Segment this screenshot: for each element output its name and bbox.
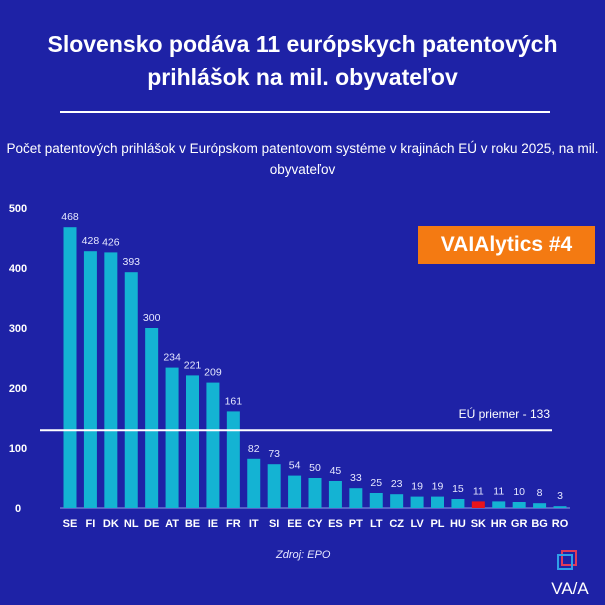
data-label: 161 — [225, 395, 243, 407]
data-label: 11 — [473, 485, 484, 497]
data-label: 221 — [184, 359, 202, 371]
chart-subtitle: Počet patentových prihlášok v Európskom … — [6, 141, 599, 177]
bar-it — [247, 458, 261, 508]
bar-cy — [308, 478, 322, 508]
x-tick-label: SI — [269, 518, 279, 530]
data-label: 15 — [452, 483, 464, 495]
data-label: 468 — [61, 211, 79, 223]
x-tick-label: SK — [471, 518, 486, 530]
x-tick-label: BE — [185, 518, 200, 530]
x-tick-label: BG — [531, 518, 548, 530]
data-label: 3 — [557, 490, 563, 502]
vaialytics-badge: VAIAlytics #4 — [418, 226, 595, 264]
data-label: 11 — [493, 485, 504, 497]
x-tick-label: PL — [430, 518, 444, 530]
x-tick-label: LT — [370, 518, 383, 530]
data-label: 54 — [289, 460, 301, 472]
bar-fr — [226, 411, 240, 508]
data-label: 209 — [204, 367, 222, 379]
bar-be — [186, 375, 199, 508]
bar-ee — [288, 475, 302, 508]
x-tick-label: FI — [86, 518, 96, 530]
bar-sk — [471, 501, 485, 508]
bar-de — [145, 328, 159, 508]
x-tick-label: SE — [63, 518, 78, 530]
y-tick-label: 0 — [15, 503, 21, 515]
bar-at — [165, 367, 179, 508]
x-tick-label: CZ — [389, 518, 404, 530]
x-tick-label: CY — [307, 518, 323, 530]
bar-pt — [349, 488, 363, 508]
data-label: 25 — [370, 477, 382, 489]
bar-hr — [492, 501, 506, 508]
bar-ie — [206, 382, 220, 508]
data-label: 426 — [102, 236, 120, 248]
x-tick-label: PT — [349, 518, 363, 530]
x-tick-label: FR — [226, 518, 241, 530]
x-tick-label: DK — [103, 518, 119, 530]
svg-text:VA/A: VA/A — [551, 579, 589, 598]
x-tick-label: RO — [552, 518, 569, 530]
data-label: 73 — [268, 448, 280, 460]
eu-average-label: EÚ priemer - 133 — [459, 406, 551, 421]
data-label: 82 — [248, 443, 260, 455]
bar-pl — [431, 496, 444, 508]
y-tick-label: 500 — [9, 203, 27, 215]
y-tick-label: 200 — [9, 383, 27, 395]
vaia-logo: VA/A — [545, 548, 595, 598]
data-label: 393 — [122, 256, 140, 268]
y-tick-label: 100 — [9, 443, 27, 455]
data-label: 45 — [330, 465, 342, 477]
data-label: 23 — [391, 478, 403, 490]
x-tick-label: GR — [511, 518, 528, 530]
x-tick-label: HR — [491, 518, 507, 530]
x-tick-label: IT — [249, 518, 259, 530]
bar-fi — [83, 251, 97, 508]
bar-bg — [533, 503, 547, 508]
data-label: 10 — [513, 486, 525, 498]
x-tick-label: DE — [144, 518, 159, 530]
x-tick-label: HU — [450, 518, 466, 530]
bar-si — [267, 464, 281, 508]
data-label: 33 — [350, 472, 362, 484]
x-tick-label: LV — [410, 518, 424, 530]
x-tick-label: ES — [328, 518, 343, 530]
data-label: 234 — [163, 352, 181, 364]
bar-es — [328, 481, 342, 508]
bar-dk — [104, 252, 118, 508]
data-label: 50 — [309, 462, 321, 474]
bar-gr — [512, 502, 526, 508]
bar-cz — [390, 494, 404, 508]
x-tick-label: NL — [124, 518, 139, 530]
x-tick-label: EE — [287, 518, 302, 530]
x-tick-label: IE — [208, 518, 218, 530]
title-divider — [60, 111, 550, 113]
y-tick-label: 400 — [9, 263, 27, 275]
bar-ro — [553, 506, 567, 508]
data-label: 19 — [411, 481, 423, 493]
x-tick-label: AT — [165, 518, 179, 530]
data-label: 8 — [537, 487, 543, 499]
bar-hu — [451, 499, 465, 508]
data-label: 300 — [143, 312, 161, 324]
bar-nl — [124, 272, 138, 508]
y-tick-label: 300 — [9, 323, 27, 335]
chart-title: Slovensko podáva 11 európskych patentový… — [47, 31, 558, 90]
data-label: 19 — [432, 481, 444, 493]
bar-lv — [410, 496, 424, 508]
bar-se — [63, 227, 77, 508]
source-note: Zdroj: EPO — [276, 549, 331, 561]
bar-lt — [369, 493, 383, 508]
data-label: 428 — [82, 235, 100, 247]
